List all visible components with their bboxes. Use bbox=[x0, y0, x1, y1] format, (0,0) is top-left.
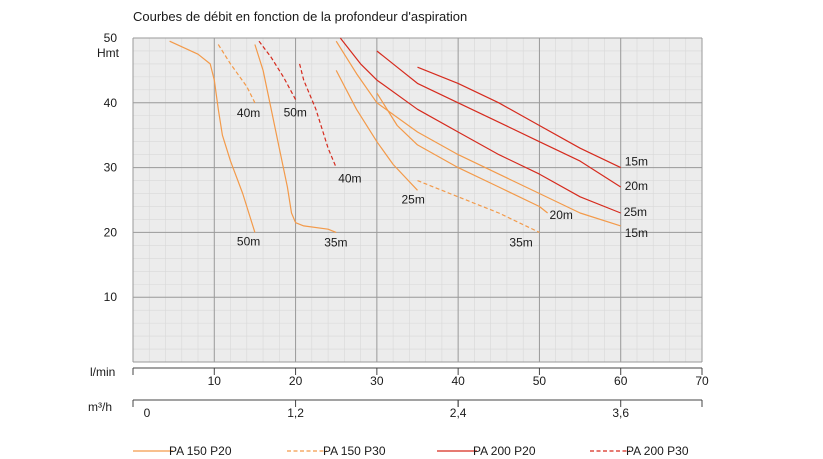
curve-pa-200-p30-50m bbox=[258, 40, 297, 100]
curve-pa-150-p20-20m bbox=[376, 92, 548, 214]
axes: Hmt l/min m³/h 10 20 30 40 50 10 20 30 40 50 60 70… bbox=[88, 31, 709, 420]
curve-pa-200-p20-20m bbox=[376, 50, 622, 188]
curve-label: 15m bbox=[625, 226, 648, 240]
y-tick-label: 20 bbox=[104, 225, 118, 239]
curve-labels: 50m 40m 35m 50m 40m 25m 35m 20m 15m 25m 20m 15m bbox=[237, 106, 648, 250]
y-tick-labels: 10 20 30 40 50 bbox=[104, 31, 118, 304]
x-axis-label-m3h: m³/h bbox=[88, 400, 112, 414]
legend-label: PA 200 P30 bbox=[626, 444, 689, 458]
curve-label: 15m bbox=[625, 155, 648, 169]
curve-pa-150-p20-35m bbox=[254, 44, 337, 233]
curve-label: 35m bbox=[324, 235, 347, 249]
curves bbox=[169, 37, 622, 233]
curve-pa-150-p20-25m bbox=[335, 70, 418, 191]
x2-tick-label: 2,4 bbox=[450, 406, 467, 420]
chart-title: Courbes de débit en fonction de la profo… bbox=[133, 9, 467, 24]
x-tick-labels: 10 20 30 40 50 60 70 bbox=[208, 368, 709, 388]
legend-label: PA 200 P20 bbox=[473, 444, 536, 458]
y-tick-label: 10 bbox=[104, 290, 118, 304]
curve-pa-200-p30-40m bbox=[299, 63, 337, 168]
x-tick-label: 20 bbox=[289, 374, 303, 388]
curve-label: 20m bbox=[625, 179, 648, 193]
curve-label: 50m bbox=[237, 234, 260, 248]
y-tick-label: 30 bbox=[104, 161, 118, 175]
curve-label: 35m bbox=[509, 235, 532, 249]
curve-pa-150-p30-35m bbox=[417, 180, 540, 233]
x-tick-label: 40 bbox=[451, 374, 465, 388]
curve-label: 40m bbox=[237, 106, 260, 120]
legend-label: PA 150 P20 bbox=[169, 444, 232, 458]
curve-label: 25m bbox=[402, 192, 425, 206]
curve-pa-200-p20-15m bbox=[417, 66, 621, 169]
x2-tick-labels: 0 1,2 2,4 3,6 bbox=[132, 400, 703, 420]
curve-label: 25m bbox=[624, 205, 647, 219]
legend: PA 150 P20 PA 150 P30 PA 200 P20 PA 200 P30 bbox=[133, 444, 689, 458]
x-tick-label: 70 bbox=[695, 374, 709, 388]
curve-label: 40m bbox=[338, 172, 361, 186]
legend-label: PA 150 P30 bbox=[323, 444, 386, 458]
y-tick-label: 50 bbox=[104, 31, 118, 45]
x-tick-label: 50 bbox=[533, 374, 547, 388]
x-tick-label: 60 bbox=[614, 374, 628, 388]
y-tick-label: 40 bbox=[104, 96, 118, 110]
curve-label: 50m bbox=[284, 106, 307, 120]
curve-pa-150-p20-50m bbox=[169, 40, 256, 233]
curve-label: 20m bbox=[550, 208, 573, 222]
curve-pa-200-p20-25m bbox=[339, 37, 621, 214]
plot-area bbox=[132, 37, 703, 363]
x2-tick-label: 1,2 bbox=[287, 406, 304, 420]
x2-tick-label: 0 bbox=[144, 406, 151, 420]
major-gridlines bbox=[132, 37, 703, 363]
plot-background bbox=[133, 38, 702, 362]
curve-pa-150-p30-40m bbox=[217, 44, 256, 104]
x-tick-label: 10 bbox=[208, 374, 222, 388]
curve-pa-150-p20-15m bbox=[335, 40, 621, 227]
x-axis-label-lmin: l/min bbox=[90, 365, 115, 379]
x-tick-label: 30 bbox=[370, 374, 384, 388]
y-axis-label: Hmt bbox=[97, 46, 120, 60]
x2-tick-label: 3,6 bbox=[612, 406, 629, 420]
